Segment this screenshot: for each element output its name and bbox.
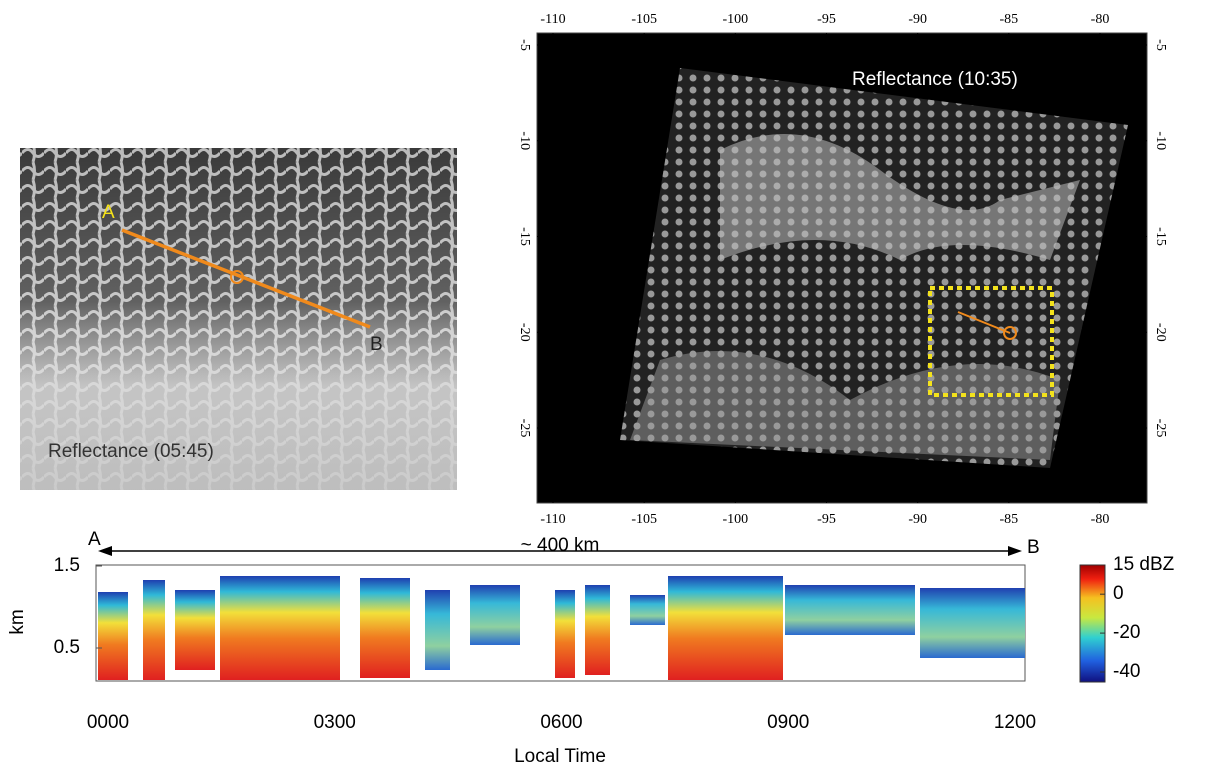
x-tick-label: -80 xyxy=(1091,12,1110,27)
colorbar-tick-label: -20 xyxy=(1113,622,1140,643)
image-overlay xyxy=(20,148,457,490)
point-b: B xyxy=(370,334,383,355)
y-tick-label: -15 xyxy=(1153,227,1168,246)
y-tick-label: -20 xyxy=(517,323,532,342)
y-tick-label: -10 xyxy=(517,131,532,150)
echo xyxy=(143,580,165,680)
x-tick-label: -110 xyxy=(540,512,565,527)
echo xyxy=(555,590,575,678)
x-tick-label: -100 xyxy=(722,12,748,27)
transect-center xyxy=(1003,326,1017,340)
arrow-head xyxy=(98,546,112,556)
y-tick-label: 0.5 xyxy=(54,637,80,658)
y-tick-label: -25 xyxy=(517,419,532,438)
echo xyxy=(425,590,450,670)
radar-echoes xyxy=(98,576,1025,680)
cloud-region xyxy=(630,351,1060,460)
distance-label: ~ 400 km xyxy=(521,535,600,556)
y-tick-label: -15 xyxy=(517,227,532,246)
left-image: A B Reflectance (05:45) xyxy=(20,148,457,490)
echo xyxy=(668,576,783,680)
transect xyxy=(121,228,371,329)
cloud-region xyxy=(720,134,1080,260)
echo xyxy=(220,576,340,680)
y-tick-label: -20 xyxy=(1153,323,1168,342)
x-tick-label: -90 xyxy=(908,512,927,527)
echo xyxy=(585,585,610,675)
point-b: B xyxy=(1027,537,1040,558)
colorbar-tick-label: 15 dBZ xyxy=(1113,554,1175,575)
echo xyxy=(630,595,665,625)
x-tick-label: -105 xyxy=(631,512,657,527)
echo xyxy=(920,588,1025,658)
map: Reflectance (10:35) xyxy=(536,32,1148,504)
x-tick-label: -110 xyxy=(540,12,565,27)
echo xyxy=(785,585,915,635)
image-label: Reflectance (05:45) xyxy=(48,441,214,462)
x-tick-label: -95 xyxy=(817,512,836,527)
y-tick-label: -5 xyxy=(517,39,532,51)
echo xyxy=(98,592,128,680)
x-tick-label: 0000 xyxy=(87,712,129,733)
echo xyxy=(360,578,410,678)
x-axis-label: Local Time xyxy=(514,746,606,766)
colorbar-tick-label: -40 xyxy=(1113,661,1140,682)
radar-panel: A B ~ 400 km km Local Time xyxy=(7,529,1106,766)
y-tick-label: -5 xyxy=(1153,39,1168,51)
y-tick-label: -25 xyxy=(1153,419,1168,438)
colorbar xyxy=(1079,564,1106,683)
x-tick-label: -90 xyxy=(908,12,927,27)
x-tick-label: 1200 xyxy=(994,712,1036,733)
x-tick-label: 0600 xyxy=(540,712,582,733)
zoom-box xyxy=(928,286,1054,397)
echo xyxy=(470,585,520,645)
y-axis-label: km xyxy=(7,609,28,634)
x-tick-label: 0900 xyxy=(767,712,809,733)
y-tick-label: 1.5 xyxy=(54,555,80,576)
x-tick-label: -95 xyxy=(817,12,836,27)
echo xyxy=(175,590,215,670)
transect-center xyxy=(230,270,244,284)
x-tick-label: -85 xyxy=(999,512,1018,527)
point-a: A xyxy=(102,202,115,223)
map-label: Reflectance (10:35) xyxy=(852,69,1018,90)
x-tick-label: -105 xyxy=(631,12,657,27)
y-tick-label: -10 xyxy=(1153,131,1168,150)
x-tick-label: -100 xyxy=(722,512,748,527)
arrow-head xyxy=(1008,546,1022,556)
x-tick-label: 0300 xyxy=(314,712,356,733)
colorbar-tick-label: 0 xyxy=(1113,583,1124,604)
point-a: A xyxy=(88,529,101,550)
transect xyxy=(957,311,1011,334)
x-tick-label: -85 xyxy=(999,12,1018,27)
x-tick-label: -80 xyxy=(1091,512,1110,527)
